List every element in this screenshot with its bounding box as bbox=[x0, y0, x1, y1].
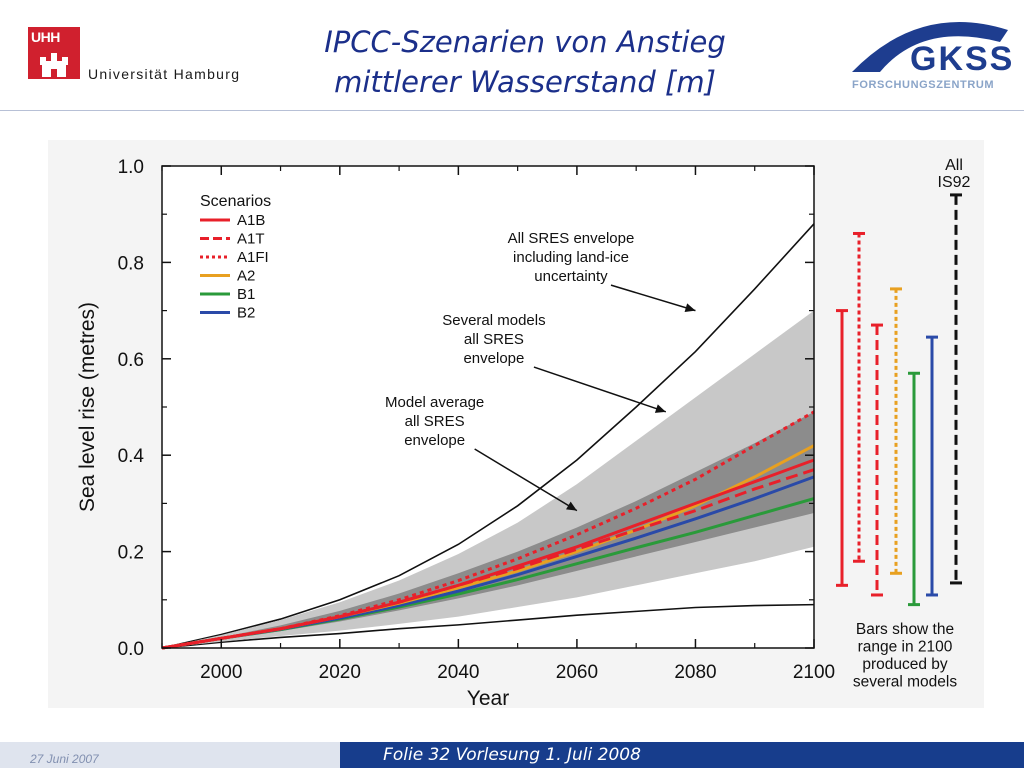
header-divider bbox=[0, 110, 1024, 111]
range-bars-header-1: All bbox=[945, 157, 963, 174]
legend-title: Scenarios bbox=[200, 193, 271, 210]
legend-label-a2: A2 bbox=[237, 268, 255, 285]
x-tick-label: 2020 bbox=[319, 662, 361, 683]
legend-label-b2: B2 bbox=[237, 305, 255, 322]
y-tick-label: 0.4 bbox=[118, 446, 145, 467]
annotation-arrow-1 bbox=[610, 284, 696, 312]
y-tick-label: 1.0 bbox=[118, 157, 144, 178]
x-tick-label: 2040 bbox=[437, 662, 479, 683]
x-tick-label: 2100 bbox=[793, 662, 835, 683]
range-bars-caption-4: several models bbox=[853, 674, 957, 691]
footer-left-panel bbox=[0, 742, 340, 768]
model-average-envelope bbox=[162, 411, 814, 648]
slide-label: Folie 32 Vorlesung 1. Juli 2008 bbox=[383, 745, 641, 765]
series-line-a1fi bbox=[161, 410, 815, 650]
y-tick-label: 0.2 bbox=[118, 543, 144, 564]
range-bars-caption-3: produced by bbox=[862, 656, 948, 673]
x-tick-label: 2080 bbox=[674, 662, 716, 683]
sres-with-land-ice-upper-line bbox=[161, 223, 815, 649]
x-tick-label: 2060 bbox=[556, 662, 598, 683]
range-bars-header-2: IS92 bbox=[938, 174, 971, 191]
y-tick-label: 0.6 bbox=[118, 350, 144, 371]
castle-icon bbox=[40, 53, 68, 77]
annotation-3-line-3: envelope bbox=[404, 432, 465, 449]
legend-label-a1fi: A1FI bbox=[237, 249, 269, 266]
y-tick-label: 0.0 bbox=[118, 639, 144, 660]
x-tick-label: 2000 bbox=[200, 662, 242, 683]
annotation-2-line-2: all SRES bbox=[464, 331, 524, 348]
sea-level-chart: 0.0 0.2 0.4 0.6 0.8 1.0 2000 2020 2040 2060 2080 21… bbox=[48, 140, 984, 708]
uhh-logo-text: UHH bbox=[31, 29, 60, 45]
y-tick-label: 0.8 bbox=[118, 253, 144, 274]
page-title: IPCC-Szenarien von Anstieg mittlerer Was… bbox=[260, 22, 790, 102]
uhh-logo: UHH bbox=[28, 27, 80, 79]
annotation-arrowhead-3 bbox=[566, 501, 577, 511]
annotation-3-line-2: all SRES bbox=[405, 413, 465, 430]
footer-date: 27 Juni 2007 bbox=[30, 752, 99, 766]
legend-label-a1b: A1B bbox=[237, 212, 265, 229]
annotation-arrowhead-2 bbox=[654, 404, 666, 413]
annotation-arrowhead-1 bbox=[684, 303, 696, 313]
x-axis-label: Year bbox=[467, 687, 509, 708]
page-title-line-2: mittlerer Wasserstand [m] bbox=[334, 65, 716, 99]
series-line-a1b bbox=[161, 458, 815, 650]
legend-label-b1: B1 bbox=[237, 286, 255, 303]
gkss-arc-icon bbox=[852, 22, 1008, 72]
annotation-2-line-3: envelope bbox=[463, 350, 524, 367]
annotation-arrow-2 bbox=[533, 366, 667, 413]
annotation-arrow-3 bbox=[474, 448, 578, 512]
annotation-2-line-1: Several models bbox=[442, 312, 545, 329]
range-bars-caption-2: range in 2100 bbox=[858, 639, 953, 656]
gkss-logo-name: GKSS bbox=[910, 40, 1014, 78]
legend-label-a1t: A1T bbox=[237, 231, 265, 248]
annotation-1-line-1: All SRES envelope bbox=[508, 230, 635, 247]
y-axis-label: Sea level rise (metres) bbox=[76, 302, 99, 512]
gkss-logo-subtitle: FORSCHUNGSZENTRUM bbox=[852, 79, 994, 91]
annotation-3-line-1: Model average bbox=[385, 394, 484, 411]
annotation-1-line-2: including land-ice bbox=[513, 249, 629, 266]
annotation-1-line-3: uncertainty bbox=[534, 268, 608, 285]
several-models-envelope bbox=[162, 310, 814, 648]
gkss-logo: GKSS FORSCHUNGSZENTRUM bbox=[852, 22, 1014, 91]
sres-with-land-ice-lower-line bbox=[161, 603, 815, 649]
university-name: Universität Hamburg bbox=[88, 66, 241, 82]
range-bars-caption-1: Bars show the bbox=[856, 621, 954, 638]
page-title-line-1: IPCC-Szenarien von Anstieg bbox=[324, 25, 726, 59]
